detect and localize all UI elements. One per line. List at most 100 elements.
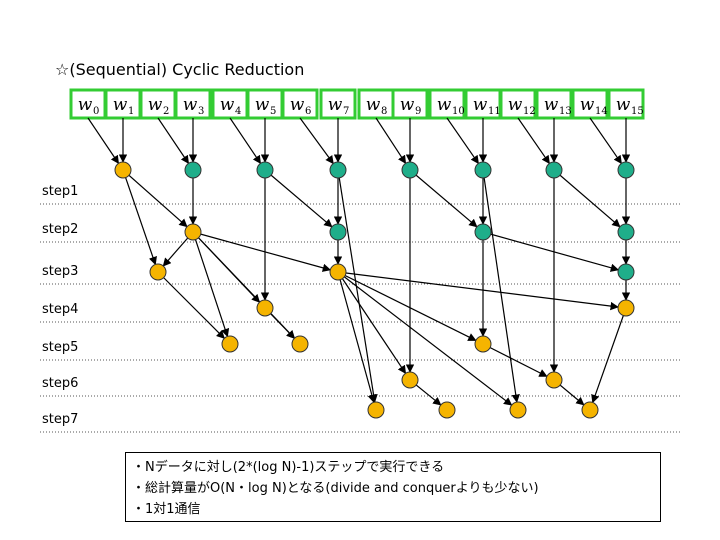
computation-nodes bbox=[114, 161, 635, 419]
dependency-arrow bbox=[122, 169, 188, 228]
equation-label: w bbox=[508, 95, 523, 115]
equation-label: w bbox=[220, 95, 235, 115]
step-label-2: step2 bbox=[42, 222, 78, 237]
dependency-arrow bbox=[591, 307, 627, 404]
step-label-5: step5 bbox=[42, 340, 78, 355]
teal-node bbox=[184, 161, 202, 179]
equation-label: w bbox=[255, 95, 270, 115]
dependency-arrow bbox=[482, 231, 620, 272]
orange-node bbox=[329, 263, 347, 281]
dependency-arrow bbox=[482, 169, 520, 403]
dependency-arrow bbox=[264, 169, 333, 228]
dependency-arrow bbox=[337, 271, 513, 406]
equation-subscript: 4 bbox=[235, 106, 241, 117]
orange-node bbox=[367, 401, 385, 419]
equation-label: w bbox=[473, 95, 488, 115]
equation-box-w13: w 13 bbox=[535, 88, 573, 120]
teal-node bbox=[329, 223, 347, 241]
equation-subscript: 8 bbox=[381, 106, 387, 117]
dependency-arrow bbox=[482, 343, 548, 377]
teal-node bbox=[617, 263, 635, 281]
step-label-1: step1 bbox=[42, 184, 78, 199]
dependency-arrow bbox=[192, 231, 230, 338]
dependency-arrow bbox=[337, 271, 376, 404]
dependency-arrow bbox=[553, 169, 621, 228]
orange-node bbox=[184, 223, 202, 241]
orange-node bbox=[438, 401, 456, 419]
equation-label: w bbox=[78, 95, 93, 115]
equation-subscript: 15 bbox=[631, 106, 644, 117]
slide-title: ☆(Sequential) Cyclic Reduction bbox=[55, 60, 305, 79]
step-label-4: step4 bbox=[42, 302, 78, 317]
orange-node bbox=[617, 299, 635, 317]
equation-subscript: 12 bbox=[523, 106, 536, 117]
equation-box-w15: w 15 bbox=[607, 88, 645, 120]
equation-subscript: 5 bbox=[270, 106, 276, 117]
dependency-arrow bbox=[229, 117, 262, 165]
equation-box-w11: w 11 bbox=[464, 88, 502, 120]
equation-label: w bbox=[328, 95, 343, 115]
dependency-arrow bbox=[157, 271, 225, 339]
equation-label: w bbox=[544, 95, 559, 115]
equation-subscript: 7 bbox=[343, 106, 349, 117]
equation-subscript: 6 bbox=[305, 106, 311, 117]
equation-subscript: 10 bbox=[452, 106, 465, 117]
dependency-arrow bbox=[446, 117, 479, 165]
orange-node bbox=[291, 335, 309, 353]
orange-node bbox=[401, 371, 419, 389]
equation-subscript: 0 bbox=[93, 106, 99, 117]
equation-label: w bbox=[290, 95, 305, 115]
dependency-edges bbox=[87, 117, 631, 406]
teal-node bbox=[401, 161, 419, 179]
dependency-arrow bbox=[375, 117, 407, 165]
note-steps: ・Nデータに対し(2*(log N)-1)ステップで実行できる bbox=[132, 460, 445, 475]
step-label-7: step7 bbox=[42, 412, 78, 427]
teal-node bbox=[474, 161, 492, 179]
equation-label: w bbox=[616, 95, 631, 115]
equation-subscript: 14 bbox=[595, 106, 608, 117]
orange-node bbox=[221, 335, 239, 353]
notes-box: ・Nデータに対し(2*(log N)-1)ステップで実行できる ・総計算量がO(… bbox=[125, 452, 661, 522]
teal-node bbox=[474, 223, 492, 241]
orange-node bbox=[114, 161, 132, 179]
dependency-arrow bbox=[517, 117, 550, 165]
step-separators bbox=[40, 203, 680, 433]
dependency-arrow bbox=[122, 169, 157, 266]
dependency-arrow bbox=[409, 169, 478, 228]
dependency-arrow bbox=[192, 231, 332, 272]
note-complexity: ・総計算量がO(N・log N)となる(divide and conquerより… bbox=[132, 481, 539, 496]
dependency-arrow bbox=[337, 271, 619, 311]
orange-node bbox=[149, 263, 167, 281]
equation-subscript: 9 bbox=[415, 106, 421, 117]
teal-node bbox=[256, 161, 274, 179]
equation-label: w bbox=[113, 95, 128, 115]
equation-subscript: 13 bbox=[559, 106, 572, 117]
equation-subscript: 3 bbox=[198, 106, 204, 117]
orange-node bbox=[545, 371, 563, 389]
equation-box-w14: w 14 bbox=[571, 88, 609, 120]
step-labels: step1 step2 step3 step4 step5 step6 step7 bbox=[42, 184, 78, 427]
equation-label: w bbox=[148, 95, 163, 115]
equation-subscript: 1 bbox=[128, 106, 134, 117]
step-label-6: step6 bbox=[42, 376, 78, 391]
equation-box-w10: w 10 bbox=[428, 88, 466, 120]
equation-subscript: 2 bbox=[163, 106, 169, 117]
dependency-arrow bbox=[589, 117, 622, 165]
equation-box-w12: w 12 bbox=[499, 88, 537, 120]
orange-node bbox=[581, 401, 599, 419]
equation-label: w bbox=[437, 95, 452, 115]
dependency-arrow bbox=[337, 271, 477, 341]
orange-node bbox=[509, 401, 527, 419]
teal-node bbox=[545, 161, 563, 179]
